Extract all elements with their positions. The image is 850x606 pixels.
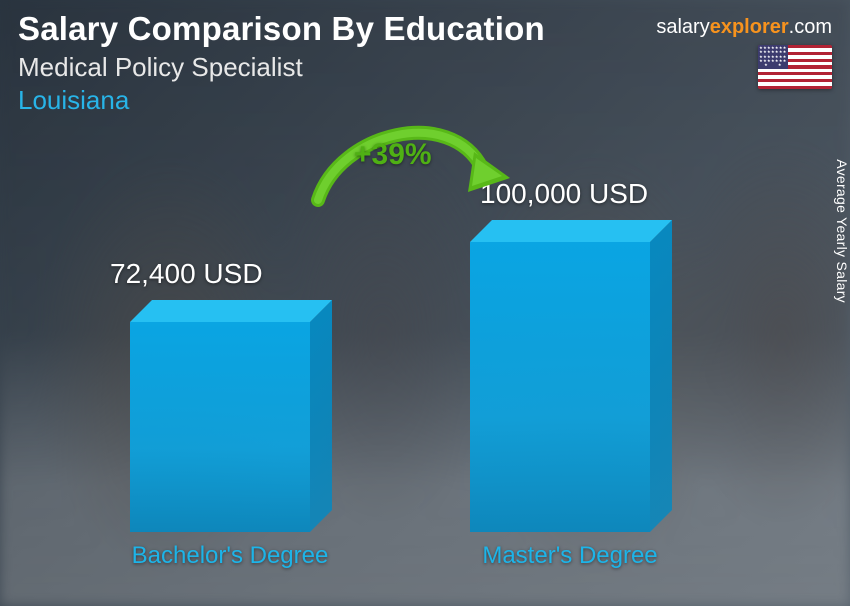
bar-category-label: Bachelor's Degree: [120, 542, 340, 570]
increase-percent-label: +39%: [354, 138, 432, 172]
brand-mid: explorer: [710, 16, 789, 38]
bar-front: [470, 242, 650, 532]
bar-front: [130, 322, 310, 532]
bar-value-label: 72,400 USD: [110, 258, 263, 290]
bar-category-label: Master's Degree: [460, 542, 680, 570]
flag-usa-icon: ★★★★★★★★★★★★★★★★★★★★★★★★★★★★★★: [758, 45, 832, 89]
brand-prefix: salary: [656, 16, 709, 38]
brand-suffix: .com: [789, 16, 832, 38]
bar-0: 72,400 USD: [130, 322, 310, 532]
brand-block: salaryexplorer.com ★★★★★★★★★★★★★★★★★★★★★…: [656, 16, 832, 89]
bar-1: 100,000 USD: [470, 242, 650, 532]
bar-top: [130, 300, 332, 322]
y-axis-label: Average Yearly Salary: [834, 159, 850, 303]
bar-side: [310, 300, 332, 532]
subtitle-location: Louisiana: [18, 85, 838, 116]
bar-side: [650, 220, 672, 532]
brand-text: salaryexplorer.com: [656, 16, 832, 39]
